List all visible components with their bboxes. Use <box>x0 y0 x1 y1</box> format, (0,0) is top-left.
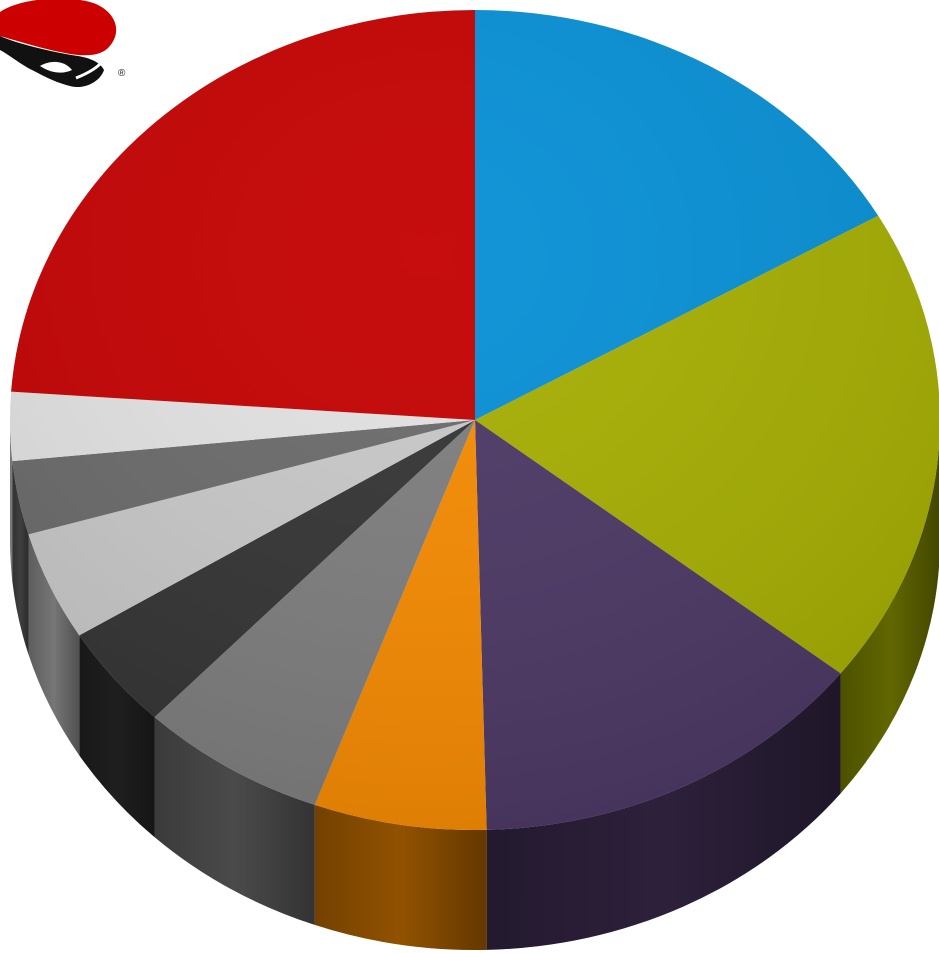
pie-slice-10 <box>11 10 475 420</box>
pie-slice-side-shade-4 <box>314 804 487 950</box>
pie-slices <box>9 10 939 830</box>
